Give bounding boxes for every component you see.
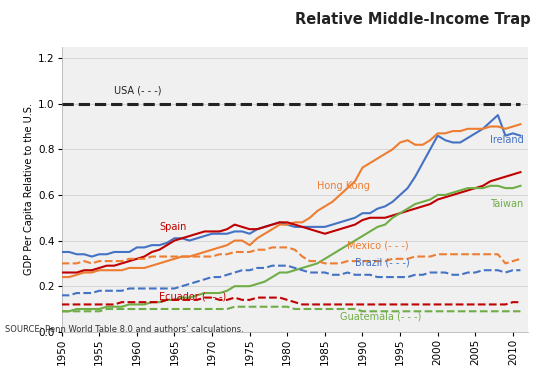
Text: SOURCE: Penn World Table 8.0 and authors' calculations.: SOURCE: Penn World Table 8.0 and authors…	[5, 325, 244, 334]
Text: Relative Middle-Income Trap: Relative Middle-Income Trap	[295, 12, 531, 27]
Text: Spain: Spain	[159, 222, 187, 232]
Text: Mexico (- - -): Mexico (- - -)	[347, 240, 409, 250]
Text: Ecuador (- - -): Ecuador (- - -)	[159, 291, 227, 301]
Text: Brazil (- - -): Brazil (- - -)	[355, 257, 410, 267]
Text: Federal Reserve Bank of St. Louis: Federal Reserve Bank of St. Louis	[6, 368, 197, 378]
Text: USA (- - -): USA (- - -)	[114, 85, 162, 95]
Text: Taiwan: Taiwan	[490, 199, 524, 209]
Y-axis label: GDP Per Capita Relative to the U.S.: GDP Per Capita Relative to the U.S.	[24, 103, 34, 275]
Text: Ireland: Ireland	[490, 135, 524, 145]
Text: Hong Kong: Hong Kong	[317, 181, 370, 191]
Text: Guatemala (- - -): Guatemala (- - -)	[340, 311, 421, 321]
